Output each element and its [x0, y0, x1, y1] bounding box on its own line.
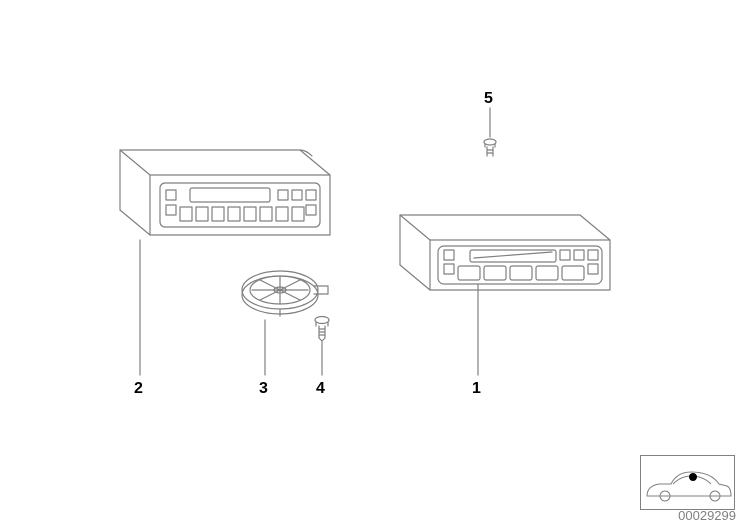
- callout-4: 4: [316, 380, 325, 398]
- exploded-diagram: [0, 0, 750, 525]
- locator-dot: [689, 473, 697, 481]
- diagram-part-number: 00029299: [678, 508, 736, 523]
- part-5-screw: [484, 139, 496, 156]
- part-1-faceplate: [400, 215, 610, 290]
- callout-2: 2: [134, 380, 143, 398]
- part-3-fan: [242, 271, 328, 316]
- callout-5: 5: [484, 90, 493, 108]
- callout-3: 3: [259, 380, 268, 398]
- callout-1: 1: [472, 380, 481, 398]
- part-2-housing: [120, 150, 330, 235]
- part-4-screw: [315, 317, 329, 342]
- leader-lines: [140, 108, 490, 375]
- locator-thumbnail: [640, 455, 735, 510]
